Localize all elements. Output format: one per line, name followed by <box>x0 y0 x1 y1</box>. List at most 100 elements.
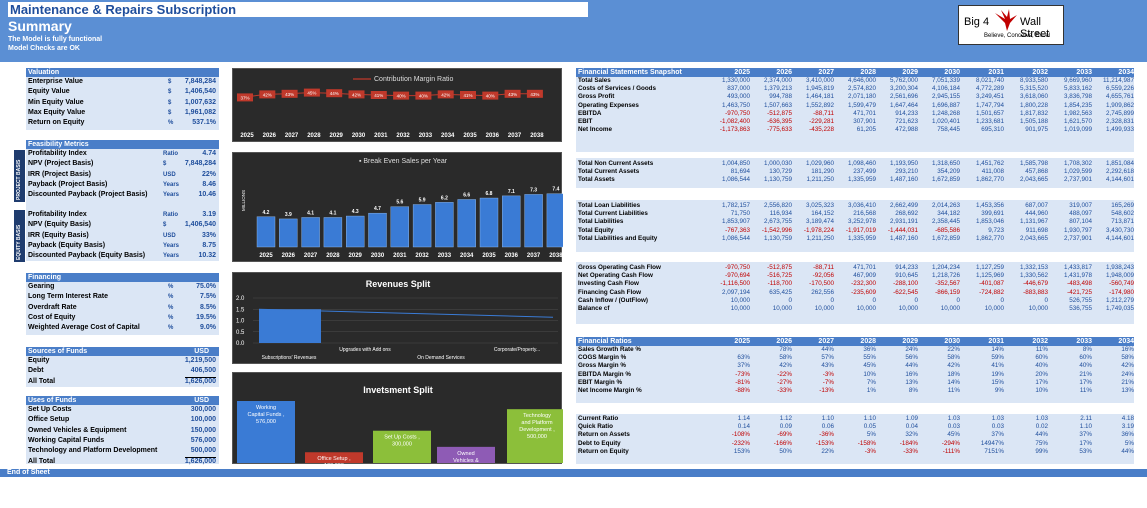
cell-value: 713,871 <box>1111 218 1134 226</box>
cell-value: 15% <box>991 378 1004 386</box>
fs-panel-liabilities <box>576 200 1134 252</box>
project-basis-tag: PROJECT BASIS <box>14 150 25 202</box>
metric-unit: USD <box>163 171 176 178</box>
table-row: EBIT -1,082,400 -636,395 -229,281 307,901 721… <box>576 118 1134 126</box>
cell-value: 3,036,410 <box>847 202 876 209</box>
row-label: Total Current Liabilities <box>578 210 648 218</box>
cell-value: 1,782,157 <box>721 202 750 209</box>
cell-value: -970,694 <box>725 272 750 280</box>
table-row: Financing Cash Flow 2,097,194 635,425 262,5… <box>576 289 1134 297</box>
year-header: 2033 <box>1076 69 1092 76</box>
metric-unit: Years <box>163 253 180 260</box>
end-of-sheet: End of Sheet <box>0 469 1147 477</box>
data-point <box>303 88 320 97</box>
row-label: Total Sales <box>578 77 611 84</box>
cell-value: 1,248,268 <box>931 109 960 117</box>
cell-value: 32% <box>905 431 918 439</box>
data-point <box>237 93 253 102</box>
cell-value: -401,087 <box>979 280 1004 288</box>
cell-value: 444,960 <box>1025 210 1048 218</box>
cell-value: 1,451,762 <box>975 160 1004 167</box>
metric-unit: % <box>168 304 174 311</box>
table-row: Net Income Margin % -88% -33% -13% 1% 8% 11% 9%… <box>576 387 1134 395</box>
cell-value: 61,205 <box>856 126 876 134</box>
metric-unit: $ <box>168 99 172 106</box>
metric-label: Cost of Equity <box>28 313 76 321</box>
cell-value: 57% <box>821 354 834 362</box>
year-header: 2027 <box>818 69 834 76</box>
year-header: 2025 <box>734 338 750 345</box>
metric-value: 3.19 <box>202 211 216 218</box>
logo-text-right: Wall Street <box>1020 16 1050 40</box>
cell-value: 5,315,520 <box>1019 85 1048 93</box>
cell-value: 56% <box>905 354 918 362</box>
metric-value: 1,406,540 <box>184 88 216 96</box>
investment-split-chart: Invetsment Split Working Capital Funds , 57… <box>232 372 567 478</box>
tick-label: 2025 <box>259 253 273 259</box>
cell-value: 1,212,279 <box>1105 296 1134 304</box>
logo-text-left: Big 4 <box>964 16 990 28</box>
cell-value: 2.11 <box>1080 415 1092 422</box>
cell-value: -232% <box>731 439 750 447</box>
cell-value: 10,000 <box>898 305 918 312</box>
metric-label: All Total <box>28 377 56 385</box>
cell-value: 8% <box>908 387 918 394</box>
metric-value: 8.75 <box>202 241 216 249</box>
tick-label: 2025 <box>240 133 254 139</box>
metric-label: Set Up Costs <box>28 406 72 413</box>
cell-value: -970,750 <box>725 109 750 117</box>
metric-label: Weighted Average Cost of Capital <box>28 324 140 332</box>
cell-value: 164,152 <box>811 210 834 218</box>
metric-label: NPV (Equity Basis) <box>28 221 92 229</box>
cell-value: 1,332,153 <box>1019 264 1048 271</box>
data-label: 7.3 <box>530 187 537 193</box>
metric-unit: % <box>168 314 174 321</box>
cell-value: -636,395 <box>767 118 792 125</box>
cell-value: 1,817,832 <box>1019 109 1048 117</box>
bar <box>524 194 543 248</box>
sources-title: Sources of Funds USD <box>26 347 219 356</box>
cell-value: 262,556 <box>811 288 834 296</box>
metric-value: 19.5% <box>196 313 216 321</box>
metric-label: IRR (Equity Basis) <box>28 231 89 239</box>
cell-value: 10,000 <box>1028 305 1048 312</box>
metric-value: 1,406,540 <box>184 221 216 229</box>
cell-value: 130,729 <box>769 168 792 176</box>
cell-value: 1,747,794 <box>975 101 1004 109</box>
cell-value: 837,000 <box>727 85 750 93</box>
metric-value: 10.46 <box>198 191 216 199</box>
data-label: and Platform <box>521 420 553 426</box>
tick-label: 2.0 <box>236 296 245 302</box>
cell-value: -174,980 <box>1109 288 1134 296</box>
cell-value: 78% <box>779 346 792 353</box>
cell-value: 153% <box>733 447 750 455</box>
table-row: EBIT Margin % -81% -27% -7% 7% 13% 14% 15% 17% 17… <box>576 379 1134 387</box>
data-point <box>460 91 476 99</box>
metric-unit: $ <box>168 89 172 96</box>
cell-value: -435,228 <box>809 126 834 134</box>
year-header: 2031 <box>988 69 1004 76</box>
table-row: Total Non Current Assets 1,004,850 1,000,0… <box>576 160 1134 168</box>
cell-value: -1,116,500 <box>720 280 750 288</box>
year-header: 2028 <box>860 69 876 76</box>
cell-value: 0 <box>788 296 792 304</box>
cell-value: 4,646,000 <box>847 77 876 84</box>
cell-value: 1.10 <box>821 415 834 422</box>
cell-value: -235,609 <box>851 288 876 296</box>
cell-value: -866,159 <box>935 288 960 296</box>
cell-value: 0.02 <box>1035 423 1048 431</box>
row-label: Debt to Equity <box>578 439 621 447</box>
bar <box>279 218 298 248</box>
data-point <box>415 91 432 100</box>
cell-value: 1.12 <box>779 415 792 422</box>
table-row: Net Income -1,173,863 -775,633 -435,228 61,2… <box>576 126 1134 134</box>
table-row: Gross Margin % 37% 42% 43% 45% 44% 42% 41% 40% 40… <box>576 362 1134 370</box>
feasibility-panel <box>26 140 219 261</box>
cell-value: -73% <box>735 370 750 378</box>
metric-value: 1,626,000 <box>184 377 216 385</box>
cell-value: 75% <box>1035 439 1048 447</box>
tick-label: 2030 <box>352 133 366 139</box>
fs-panel-cashflow <box>576 262 1134 324</box>
tick-label: 2028 <box>326 253 340 259</box>
